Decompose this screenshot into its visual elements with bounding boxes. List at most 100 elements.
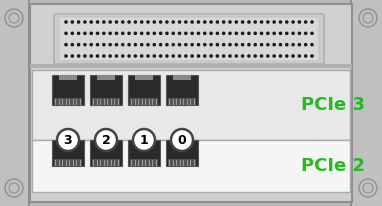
Bar xyxy=(59,140,77,145)
Circle shape xyxy=(278,32,282,35)
Circle shape xyxy=(215,43,219,47)
Bar xyxy=(183,160,185,166)
Bar xyxy=(169,160,170,166)
Bar xyxy=(107,160,108,166)
Circle shape xyxy=(197,43,200,47)
Circle shape xyxy=(272,20,276,24)
Bar xyxy=(166,140,198,166)
Bar xyxy=(104,99,105,105)
Circle shape xyxy=(140,32,144,35)
Circle shape xyxy=(172,32,175,35)
Circle shape xyxy=(115,43,118,47)
Circle shape xyxy=(298,54,301,58)
Circle shape xyxy=(215,32,219,35)
Circle shape xyxy=(102,32,106,35)
Bar xyxy=(55,160,57,166)
Circle shape xyxy=(235,54,238,58)
Circle shape xyxy=(71,20,74,24)
Circle shape xyxy=(171,129,193,151)
Bar xyxy=(142,99,143,105)
Circle shape xyxy=(310,43,314,47)
Circle shape xyxy=(266,32,270,35)
Circle shape xyxy=(215,20,219,24)
Circle shape xyxy=(89,43,93,47)
Bar xyxy=(97,75,115,80)
Bar xyxy=(104,160,105,166)
Bar xyxy=(190,160,191,166)
Circle shape xyxy=(102,54,106,58)
Circle shape xyxy=(165,54,169,58)
Circle shape xyxy=(310,54,314,58)
Circle shape xyxy=(278,43,282,47)
Bar xyxy=(66,99,67,105)
Circle shape xyxy=(83,43,87,47)
Bar xyxy=(110,160,112,166)
Circle shape xyxy=(260,43,263,47)
Bar xyxy=(54,159,82,166)
Circle shape xyxy=(121,54,125,58)
Bar xyxy=(130,159,158,166)
Bar xyxy=(128,75,160,105)
Circle shape xyxy=(96,20,99,24)
Bar xyxy=(166,75,198,105)
Circle shape xyxy=(184,32,188,35)
Bar xyxy=(69,99,70,105)
Circle shape xyxy=(159,54,162,58)
Circle shape xyxy=(178,20,181,24)
Bar xyxy=(90,75,122,105)
Bar xyxy=(130,98,158,105)
Circle shape xyxy=(253,20,257,24)
Circle shape xyxy=(184,20,188,24)
Bar xyxy=(352,0,382,206)
Circle shape xyxy=(266,43,270,47)
Circle shape xyxy=(127,43,131,47)
Circle shape xyxy=(197,20,200,24)
Bar xyxy=(62,160,63,166)
Circle shape xyxy=(241,32,244,35)
Circle shape xyxy=(115,20,118,24)
FancyBboxPatch shape xyxy=(59,17,319,61)
Circle shape xyxy=(190,32,194,35)
Circle shape xyxy=(253,32,257,35)
Bar xyxy=(30,4,352,202)
Bar xyxy=(134,99,136,105)
Circle shape xyxy=(359,9,377,27)
Circle shape xyxy=(260,20,263,24)
Bar xyxy=(145,160,146,166)
Bar xyxy=(173,99,174,105)
Circle shape xyxy=(5,9,23,27)
Circle shape xyxy=(222,54,225,58)
Circle shape xyxy=(310,32,314,35)
Circle shape xyxy=(298,43,301,47)
Bar xyxy=(128,140,160,166)
Circle shape xyxy=(304,20,308,24)
Circle shape xyxy=(159,32,162,35)
Bar xyxy=(131,160,133,166)
Text: 3: 3 xyxy=(64,133,72,146)
Circle shape xyxy=(235,32,238,35)
Circle shape xyxy=(83,54,87,58)
Circle shape xyxy=(363,13,373,23)
Bar xyxy=(52,140,84,166)
Bar xyxy=(93,160,94,166)
Text: PCIe 2: PCIe 2 xyxy=(301,157,365,175)
Circle shape xyxy=(285,20,288,24)
Bar xyxy=(152,160,154,166)
Bar xyxy=(114,99,115,105)
Circle shape xyxy=(222,20,225,24)
Circle shape xyxy=(304,32,308,35)
Circle shape xyxy=(298,20,301,24)
Circle shape xyxy=(95,129,117,151)
Bar xyxy=(58,99,60,105)
Circle shape xyxy=(172,43,175,47)
Circle shape xyxy=(241,20,244,24)
Circle shape xyxy=(146,43,150,47)
Bar xyxy=(180,99,181,105)
Circle shape xyxy=(184,54,188,58)
Bar xyxy=(168,159,196,166)
Bar xyxy=(149,160,150,166)
Circle shape xyxy=(152,54,156,58)
Bar xyxy=(100,99,102,105)
Circle shape xyxy=(64,32,68,35)
Bar xyxy=(62,99,63,105)
